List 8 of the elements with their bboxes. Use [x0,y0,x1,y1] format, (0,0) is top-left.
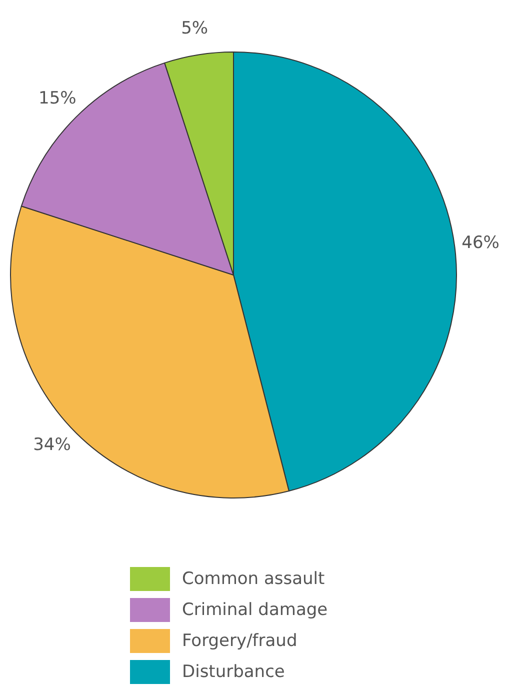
data-label: 15% [38,88,76,108]
data-label: 34% [33,434,71,455]
legend-label: Criminal damage [182,600,328,620]
legend-label: Common assault [182,568,325,588]
data-label: 46% [462,233,500,254]
data-label: 5% [181,18,208,38]
legend-label: Disturbance [182,662,285,682]
legend-label: Forgery/fraud [182,630,298,650]
